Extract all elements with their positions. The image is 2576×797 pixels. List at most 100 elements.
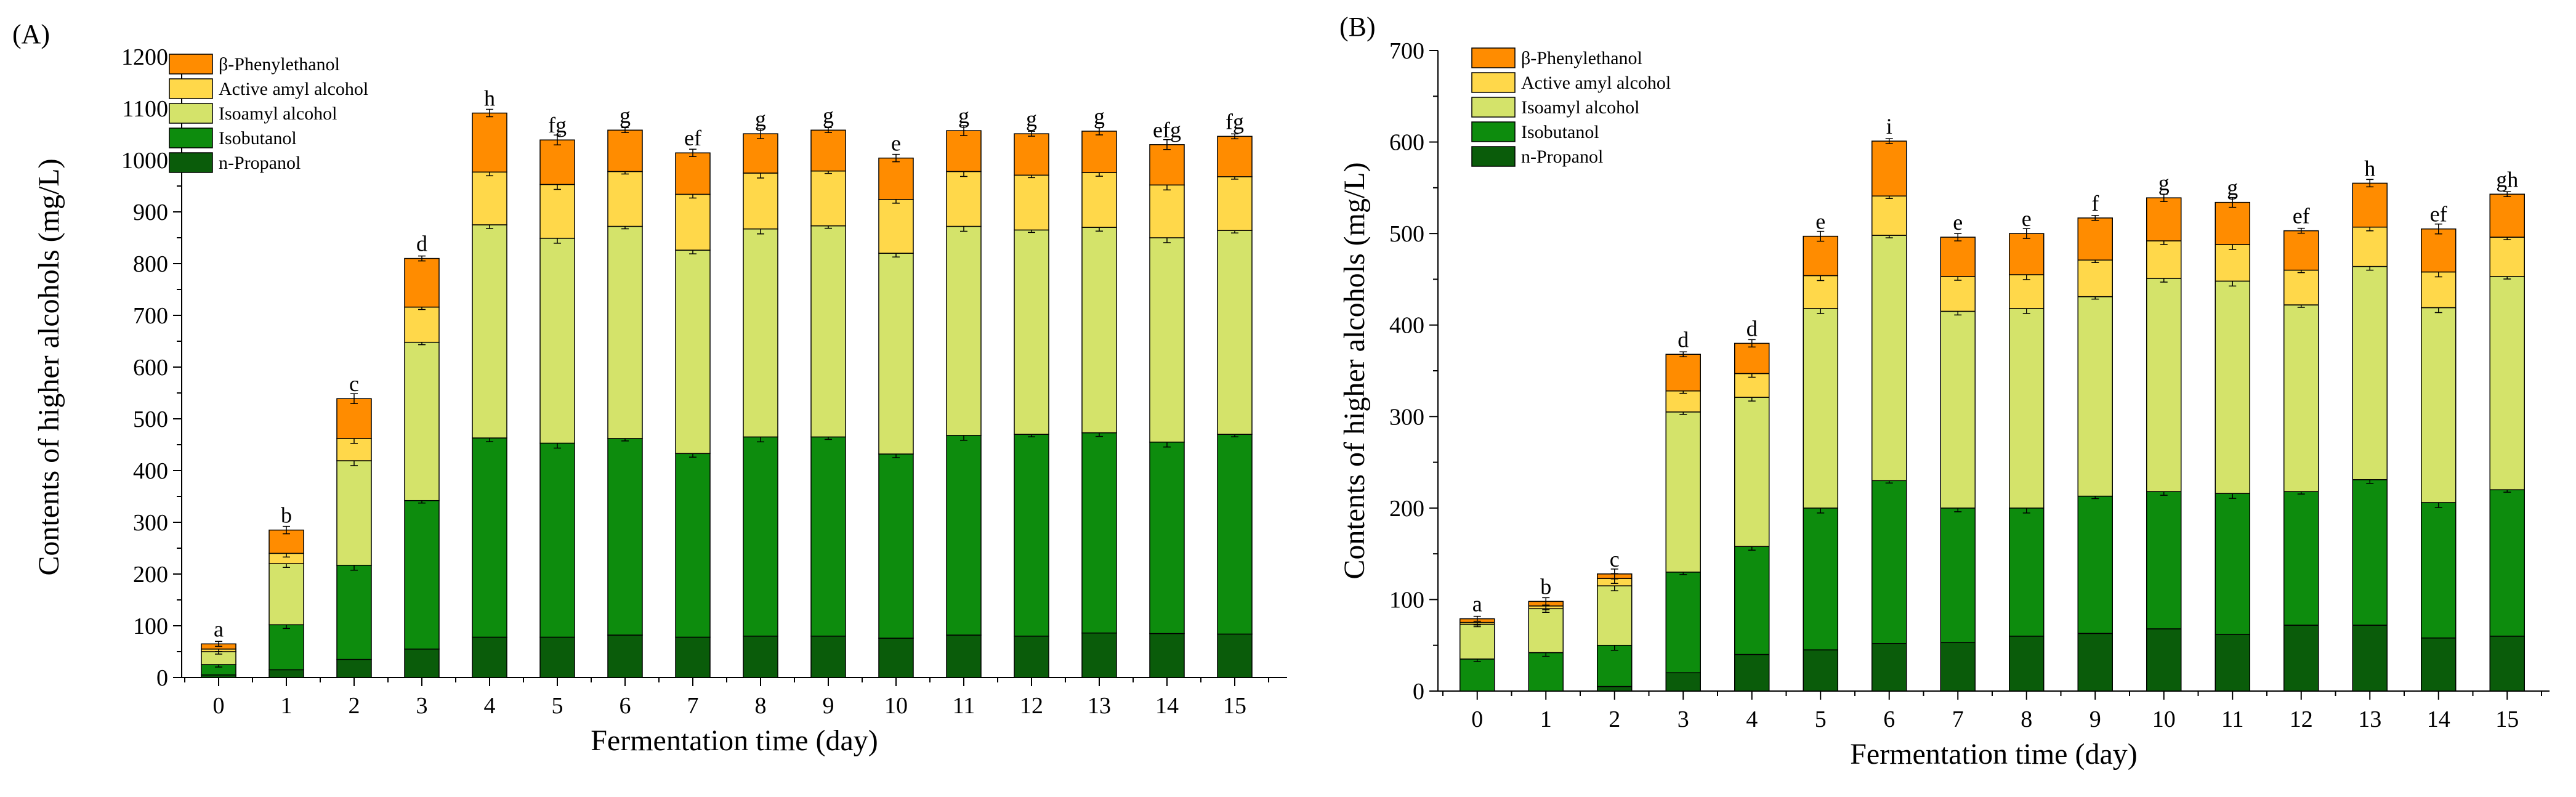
bar-segment-npropanol — [675, 636, 711, 678]
error-bar — [1954, 233, 1962, 241]
x-tick-label: 14 — [1155, 693, 1179, 719]
bar-segment-npropanol — [1597, 686, 1633, 692]
significance-letter: e — [2022, 206, 2032, 231]
bar-segment-npropanol — [878, 637, 914, 678]
bar-segment-isoamylalcohol — [1014, 229, 1049, 435]
bar-segment-isobutanol — [946, 435, 982, 636]
bar-segment-isobutanol — [1803, 508, 1838, 650]
bar-segment-isobutanol — [2352, 479, 2388, 626]
bar-segment-activeamylalcohol — [946, 171, 982, 227]
error-bar — [892, 153, 900, 163]
bar-segment-phenylethanol — [1149, 144, 1185, 186]
error-bar — [1610, 568, 1618, 580]
legend-label: n-Propanol — [1521, 147, 1603, 167]
y-tick-label: 1000 — [121, 148, 168, 174]
bar-segment-isobutanol — [2009, 508, 2045, 637]
bar-day-1 — [269, 525, 304, 678]
significance-letter: d — [416, 232, 427, 256]
bar-segment-isobutanol — [336, 564, 372, 660]
bar-segment-isobutanol — [1940, 508, 1976, 644]
bar-segment-isobutanol — [878, 453, 914, 639]
bar-segment-activeamylalcohol — [1014, 174, 1049, 231]
bar-segment-activeamylalcohol — [1081, 172, 1117, 228]
bar-segment-phenylethanol — [2352, 182, 2388, 228]
y-tick-label: 600 — [133, 355, 168, 381]
error-bar — [2434, 223, 2442, 235]
error-bar — [418, 255, 426, 262]
error-bar — [2503, 191, 2511, 198]
y-tick-label: 900 — [133, 200, 168, 225]
error-bar — [1885, 138, 1893, 144]
x-tick-label: 13 — [1088, 693, 1111, 719]
bar-segment-npropanol — [1217, 633, 1253, 678]
significance-letter: g — [958, 103, 969, 128]
bar-segment-npropanol — [336, 658, 372, 678]
bar-segment-isobutanol — [404, 500, 440, 650]
x-tick-label: 5 — [1815, 706, 1827, 732]
error-bar — [960, 125, 967, 136]
bar-day-2 — [1597, 568, 1633, 692]
bar-segment-isobutanol — [743, 436, 778, 637]
bar-segment-isoamylalcohol — [2146, 278, 2182, 492]
significance-letter: g — [1094, 104, 1105, 129]
bar-segment-npropanol — [404, 649, 440, 678]
legend-swatch-npropanol — [1471, 146, 1516, 167]
y-tick-label: 200 — [133, 562, 168, 588]
bar-segment-activeamylalcohol — [1871, 195, 1907, 236]
error-bar — [350, 393, 358, 404]
legend-swatch-isobutanol — [1471, 121, 1516, 142]
bar-segment-npropanol — [1665, 672, 1701, 692]
bar-segment-npropanol — [539, 636, 575, 678]
bar-segment-npropanol — [1014, 636, 1049, 678]
bar-segment-isobutanol — [1081, 432, 1117, 634]
y-tick-label: 100 — [1389, 587, 1424, 613]
x-tick-label: 4 — [484, 693, 496, 719]
significance-letter: c — [349, 371, 359, 396]
bar-segment-npropanol — [1081, 633, 1117, 678]
x-tick-label: 3 — [416, 693, 428, 719]
bar-segment-npropanol — [472, 636, 507, 678]
x-tick-label: 10 — [884, 693, 908, 719]
bar-segment-npropanol — [2146, 628, 2182, 692]
bar-segment-isobutanol — [1460, 658, 1495, 692]
significance-letter: g — [620, 103, 631, 127]
bar-day-14 — [1149, 139, 1185, 678]
bar-day-10 — [2146, 193, 2182, 692]
significance-letter: i — [1886, 114, 1892, 139]
bar-segment-isoamylalcohol — [539, 238, 575, 444]
bar-segment-isoamylalcohol — [607, 225, 643, 439]
x-tick-label: 2 — [349, 693, 360, 719]
bar-segment-activeamylalcohol — [607, 171, 643, 227]
bar-segment-isobutanol — [607, 438, 643, 636]
y-tick-label: 700 — [133, 303, 168, 329]
bar-day-4 — [472, 108, 507, 678]
bar-day-0 — [201, 641, 236, 678]
significance-letter: e — [1953, 210, 1963, 235]
bar-segment-phenylethanol — [336, 398, 372, 439]
significance-letter: efg — [1153, 118, 1181, 142]
bar-day-13 — [2352, 179, 2388, 692]
bar-segment-npropanol — [1940, 642, 1976, 692]
bar-segment-activeamylalcohol — [404, 306, 440, 343]
x-axis-title: Fermentation time (day) — [1850, 738, 2138, 771]
bar-segment-isobutanol — [269, 624, 304, 671]
significance-letter: g — [1026, 107, 1037, 131]
significance-letter: ef — [684, 126, 701, 150]
bar-segment-phenylethanol — [2077, 217, 2113, 261]
bar-segment-isoamylalcohol — [1734, 397, 1770, 548]
chart-panel-a: (A)0100200300400500600700800900100011001… — [12, 19, 1287, 757]
y-tick-label: 0 — [156, 665, 168, 691]
bar-segment-npropanol — [269, 669, 304, 678]
bar-segment-isobutanol — [2489, 489, 2525, 637]
y-tick-label: 1200 — [121, 44, 168, 70]
error-bar — [757, 128, 764, 139]
error-bar — [1748, 339, 1756, 348]
legend-swatch-phenylethanol — [1471, 47, 1516, 68]
bar-segment-isobutanol — [1149, 442, 1185, 634]
bar-segment-phenylethanol — [607, 129, 643, 172]
significance-letter: c — [1610, 547, 1620, 572]
bar-segment-activeamylalcohol — [2352, 226, 2388, 267]
bar-segment-activeamylalcohol — [2146, 240, 2182, 279]
x-tick-label: 5 — [552, 693, 563, 719]
legend-label: Active amyl alcohol — [1521, 73, 1671, 93]
